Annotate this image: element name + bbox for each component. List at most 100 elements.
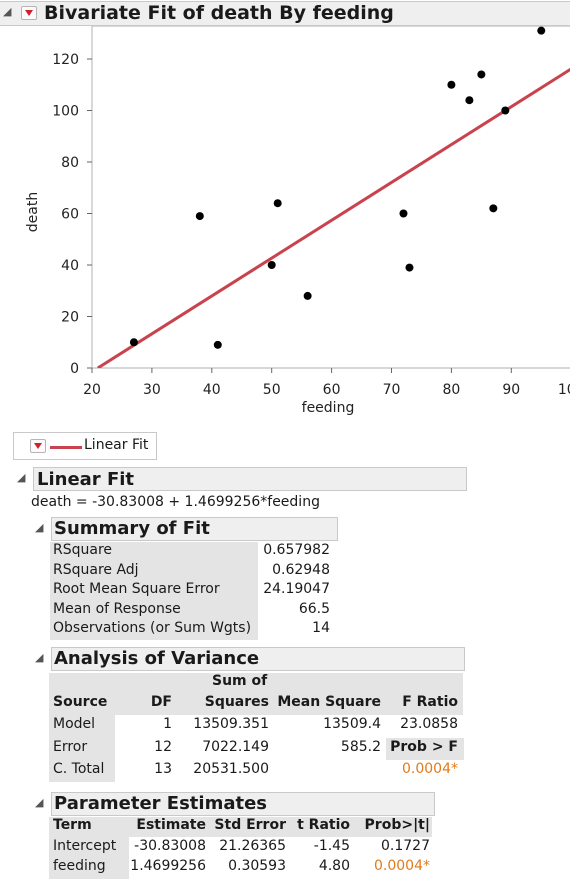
- legend-menu-button[interactable]: [30, 439, 46, 453]
- y-tick-label: 60: [61, 207, 79, 223]
- summary-label-column: [50, 542, 258, 640]
- params-triangle-icon[interactable]: ◢: [35, 796, 44, 809]
- y-axis-label: death: [25, 192, 41, 232]
- fit-equation: death = -30.83008 + 1.4699256*feeding: [31, 494, 320, 510]
- anova-source-header: Source: [53, 694, 108, 710]
- param-prob-cell: 0.1727: [381, 838, 430, 854]
- data-point: [303, 291, 312, 300]
- anova-prob-cell: [386, 738, 464, 760]
- anova-ms-cell: 585.2: [340, 738, 381, 755]
- param-stderr-cell: 0.30593: [228, 858, 286, 874]
- summary-row-label: RSquare: [53, 542, 113, 558]
- param-estimate-cell: 1.4699256: [130, 858, 206, 874]
- summary-row-value: 66.5: [298, 600, 330, 617]
- x-tick-label: 80: [442, 382, 460, 398]
- x-tick-label: 20: [83, 382, 101, 398]
- summary-row-value: 14: [312, 620, 330, 636]
- param-tratio-cell: -1.45: [313, 838, 350, 854]
- y-tick-label: 120: [52, 52, 79, 68]
- anova-triangle-icon[interactable]: ◢: [35, 651, 44, 664]
- x-axis-label: feeding: [302, 400, 355, 416]
- anova-title: Analysis of Variance: [54, 648, 260, 669]
- anova-ss-cell: 7022.149: [202, 738, 269, 755]
- anova-header: [51, 647, 465, 671]
- x-tick-label: 90: [502, 382, 520, 398]
- anova-df-header: DF: [150, 694, 172, 710]
- params-header-shade: [49, 817, 432, 837]
- anova-df-cell: 1: [163, 716, 172, 732]
- anova-f-cell: 0.0004*: [402, 761, 458, 777]
- data-point: [501, 106, 510, 115]
- summary-row-label: RSquare Adj: [53, 561, 139, 578]
- param-estimate-cell: -30.83008: [134, 838, 206, 854]
- y-tick-label: 20: [61, 310, 79, 326]
- legend-line-swatch: [50, 446, 82, 449]
- x-tick-label: 30: [143, 382, 161, 398]
- params-tratio-header: t Ratio: [297, 817, 350, 833]
- data-point: [267, 261, 276, 269]
- anova-source-cell: Error: [53, 738, 88, 755]
- anova-df-cell: 12: [154, 738, 172, 755]
- data-point: [477, 70, 486, 79]
- param-term-cell: Intercept: [53, 838, 117, 854]
- params-term-column: [49, 837, 129, 879]
- linear-fit-header: [33, 467, 467, 491]
- summary-row-value: 0.62948: [272, 561, 330, 578]
- anova-f-header: F Ratio: [402, 694, 458, 710]
- data-point: [405, 263, 414, 272]
- summary-header: [51, 517, 338, 541]
- x-tick-label: 100: [558, 382, 570, 398]
- summary-triangle-icon[interactable]: ◢: [35, 521, 44, 534]
- x-tick-label: 50: [263, 382, 281, 398]
- param-tratio-cell: 4.80: [318, 858, 350, 874]
- x-tick-label: 70: [383, 382, 401, 398]
- anova-source-cell: C. Total: [53, 761, 105, 777]
- data-point: [195, 212, 204, 221]
- data-point: [399, 209, 408, 218]
- y-tick-label: 80: [61, 155, 79, 171]
- data-point: [447, 80, 456, 89]
- linear-fit-triangle-icon[interactable]: ◢: [17, 471, 26, 484]
- y-tick-label: 40: [61, 258, 79, 274]
- data-point: [537, 26, 546, 35]
- params-stderr-header: Std Error: [214, 817, 286, 833]
- data-point: [213, 340, 222, 349]
- anova-f-cell: Prob > F: [390, 738, 458, 755]
- summary-row-label: Observations (or Sum Wgts): [53, 620, 252, 636]
- data-point: [465, 96, 474, 105]
- anova-header-shade: [49, 673, 463, 715]
- param-prob-cell: 0.0004*: [374, 858, 430, 874]
- plot-frame: [91, 26, 570, 369]
- legend-label: Linear Fit: [84, 437, 149, 453]
- anova-ms-cell: 13509.4: [323, 716, 381, 732]
- params-header: [51, 792, 435, 816]
- x-tick-label: 40: [203, 382, 221, 398]
- report-header: [0, 1, 570, 26]
- param-term-cell: feeding: [53, 858, 106, 874]
- anova-sumof-header: Sum of: [212, 673, 268, 689]
- y-tick-label: 100: [52, 104, 79, 120]
- y-tick-label: 0: [70, 361, 79, 377]
- report-menu-button[interactable]: [21, 6, 37, 20]
- fit-line: [97, 67, 570, 368]
- anova-source-cell: Model: [53, 716, 96, 732]
- collapse-triangle-icon[interactable]: ◢: [3, 5, 12, 18]
- summary-row-label: Root Mean Square Error: [53, 581, 220, 597]
- anova-ss-cell: 13509.351: [193, 716, 269, 732]
- x-tick-label: 60: [323, 382, 341, 398]
- anova-source-column: [49, 715, 115, 782]
- data-point: [489, 204, 498, 213]
- anova-df-cell: 13: [154, 761, 172, 777]
- anova-ss-cell: 20531.500: [193, 761, 269, 777]
- data-point: [129, 338, 138, 347]
- linear-fit-title: Linear Fit: [37, 469, 135, 490]
- params-title: Parameter Estimates: [54, 793, 268, 814]
- summary-row-value: 24.19047: [263, 581, 330, 597]
- anova-squares-header: Squares: [204, 694, 269, 710]
- report-title: Bivariate Fit of death By feeding: [44, 2, 394, 24]
- scatter-chart: 0204060801001202030405060708090100feedin…: [25, 26, 570, 416]
- anova-f-cell: 23.0858: [400, 716, 458, 732]
- summary-row-value: 0.657982: [263, 542, 330, 558]
- summary-row-label: Mean of Response: [53, 600, 181, 617]
- data-point: [273, 199, 282, 208]
